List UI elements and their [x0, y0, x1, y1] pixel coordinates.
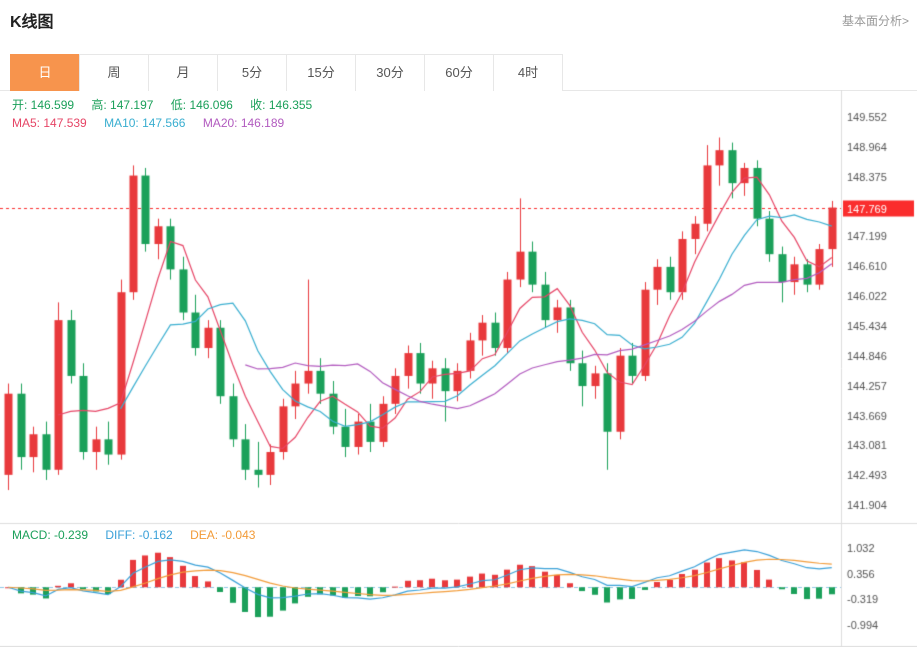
fundamental-analysis-link[interactable]: 基本面分析>	[841, 14, 909, 28]
kline-chart-canvas[interactable]	[0, 90, 917, 647]
tab-4hour[interactable]: 4时	[493, 54, 563, 91]
tab-5min[interactable]: 5分	[217, 54, 287, 91]
tab-30min[interactable]: 30分	[355, 54, 425, 91]
tab-60min[interactable]: 60分	[424, 54, 494, 91]
interval-tabs: 日 周 月 5分 15分 30分 60分 4时	[0, 54, 917, 91]
tab-monthly[interactable]: 月	[148, 54, 218, 91]
page-title: K线图	[10, 14, 54, 31]
chart-area: 开: 146.599 高: 147.197 低: 146.096 收: 146.…	[0, 90, 917, 647]
tab-weekly[interactable]: 周	[79, 54, 149, 91]
tab-15min[interactable]: 15分	[286, 54, 356, 91]
tab-daily[interactable]: 日	[10, 54, 80, 91]
